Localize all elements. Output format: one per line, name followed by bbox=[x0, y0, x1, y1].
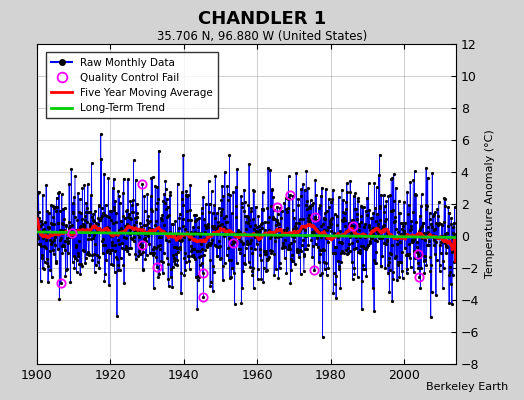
Legend: Raw Monthly Data, Quality Control Fail, Five Year Moving Average, Long-Term Tren: Raw Monthly Data, Quality Control Fail, … bbox=[46, 52, 219, 118]
Text: CHANDLER 1: CHANDLER 1 bbox=[198, 10, 326, 28]
Text: 35.706 N, 96.880 W (United States): 35.706 N, 96.880 W (United States) bbox=[157, 30, 367, 43]
Text: Berkeley Earth: Berkeley Earth bbox=[426, 382, 508, 392]
Y-axis label: Temperature Anomaly (°C): Temperature Anomaly (°C) bbox=[485, 130, 495, 278]
